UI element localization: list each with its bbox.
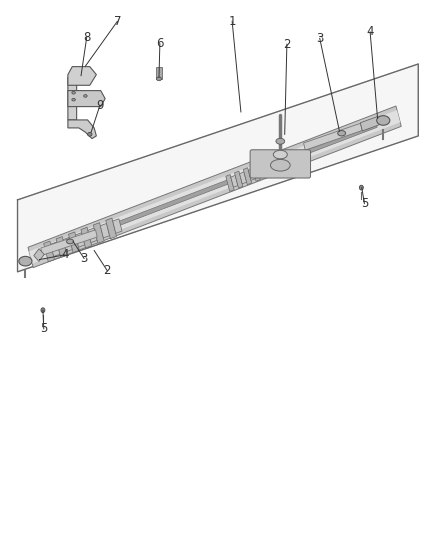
Polygon shape xyxy=(257,165,264,177)
Polygon shape xyxy=(304,123,362,150)
Polygon shape xyxy=(360,116,380,131)
Polygon shape xyxy=(68,232,79,253)
Polygon shape xyxy=(75,233,85,247)
FancyBboxPatch shape xyxy=(250,150,311,178)
Polygon shape xyxy=(68,77,77,120)
Ellipse shape xyxy=(88,132,92,136)
Polygon shape xyxy=(29,110,400,263)
Polygon shape xyxy=(248,168,255,181)
Ellipse shape xyxy=(270,159,290,171)
Text: 3: 3 xyxy=(81,252,88,265)
Polygon shape xyxy=(34,249,44,261)
Ellipse shape xyxy=(41,308,45,312)
Polygon shape xyxy=(226,175,234,191)
Polygon shape xyxy=(81,227,92,248)
Polygon shape xyxy=(234,171,243,188)
Polygon shape xyxy=(231,175,238,187)
Ellipse shape xyxy=(19,256,32,266)
Polygon shape xyxy=(41,230,97,255)
Polygon shape xyxy=(68,120,96,139)
Polygon shape xyxy=(240,172,247,184)
Ellipse shape xyxy=(84,95,87,97)
Polygon shape xyxy=(261,161,269,178)
Text: 4: 4 xyxy=(61,248,69,261)
Ellipse shape xyxy=(67,239,74,244)
Polygon shape xyxy=(113,219,122,233)
Polygon shape xyxy=(18,64,418,272)
Polygon shape xyxy=(88,228,97,243)
Polygon shape xyxy=(63,237,72,252)
Polygon shape xyxy=(44,241,54,262)
Polygon shape xyxy=(266,161,273,174)
Ellipse shape xyxy=(338,131,346,136)
Text: 6: 6 xyxy=(156,37,164,50)
Ellipse shape xyxy=(157,77,161,80)
Polygon shape xyxy=(51,242,60,256)
Polygon shape xyxy=(100,223,110,238)
Polygon shape xyxy=(43,123,377,254)
Ellipse shape xyxy=(359,185,363,190)
Ellipse shape xyxy=(72,99,75,101)
Ellipse shape xyxy=(72,92,75,94)
Polygon shape xyxy=(68,91,105,107)
Ellipse shape xyxy=(276,138,285,144)
Polygon shape xyxy=(106,218,117,239)
Text: 5: 5 xyxy=(361,197,368,210)
Text: 4: 4 xyxy=(366,26,374,38)
Ellipse shape xyxy=(377,116,390,125)
Polygon shape xyxy=(252,164,261,181)
Polygon shape xyxy=(28,106,401,268)
Text: 2: 2 xyxy=(283,38,291,51)
Polygon shape xyxy=(68,67,96,85)
Text: 1: 1 xyxy=(228,15,236,28)
Text: 7: 7 xyxy=(113,15,121,28)
Polygon shape xyxy=(156,67,162,79)
Text: 2: 2 xyxy=(103,264,111,277)
Text: 9: 9 xyxy=(96,99,104,112)
Text: 8: 8 xyxy=(83,31,90,44)
Ellipse shape xyxy=(273,150,287,159)
Polygon shape xyxy=(93,223,104,244)
Text: 3: 3 xyxy=(316,32,323,45)
Polygon shape xyxy=(243,168,252,184)
Text: 5: 5 xyxy=(40,322,47,335)
Polygon shape xyxy=(56,237,67,257)
